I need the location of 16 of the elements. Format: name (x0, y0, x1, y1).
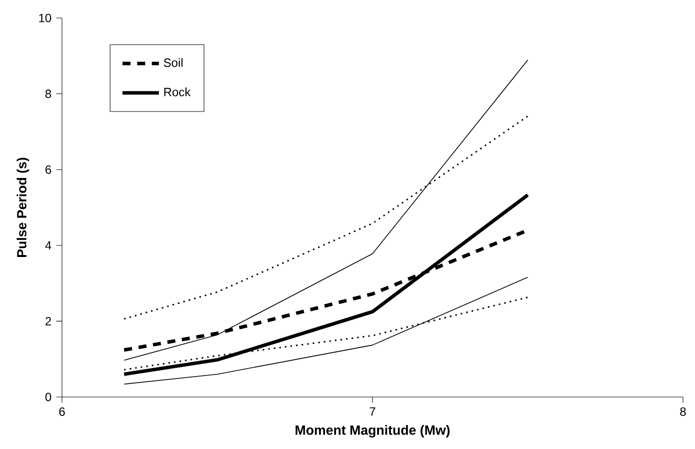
y-tick-label: 8 (45, 90, 52, 98)
y-tick-label: 2 (46, 316, 51, 326)
line-series (122, 193, 530, 376)
legend-label: Rock (164, 87, 191, 96)
y-tick-label: 6 (46, 165, 52, 174)
y-tick-label: 4 (45, 241, 52, 250)
x-axis-title: Moment Magnitude (Mw) (296, 425, 450, 438)
y-tick-label: 0 (45, 392, 52, 402)
y-axis-title: Pulse Period (s) (16, 158, 30, 257)
line-series (124, 60, 528, 361)
x-tick-label: 7 (370, 407, 376, 416)
x-tick-label: 6 (59, 407, 65, 416)
line-series (124, 276, 528, 384)
y-tick-label: 10 (39, 14, 52, 22)
legend-label: Soil (164, 58, 183, 67)
x-tick-label: 8 (680, 407, 686, 416)
